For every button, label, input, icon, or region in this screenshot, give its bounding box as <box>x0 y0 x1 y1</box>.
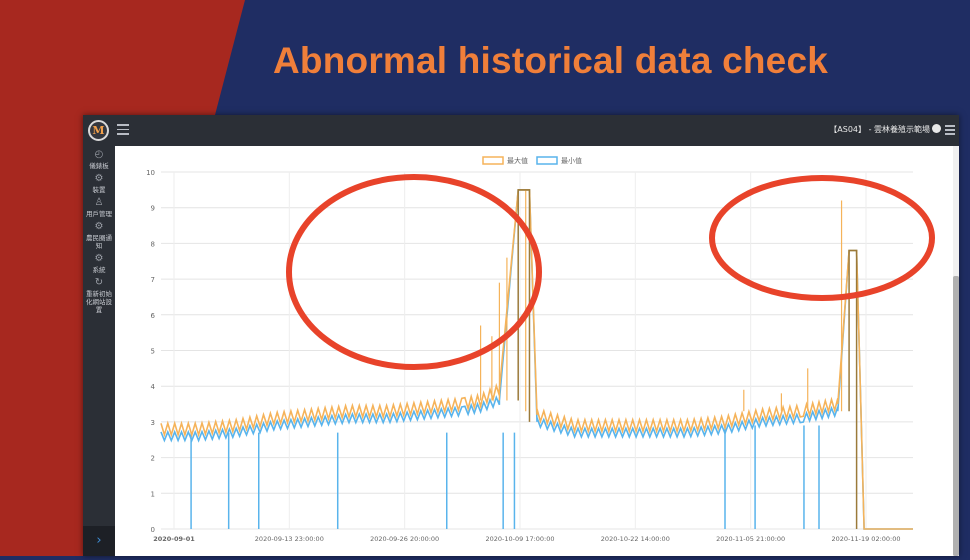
sidebar: ◴ 儀錶板 ⚙ 裝置 ♙ 用戶管理 ⚙ 農民圈通知 ⚙ 系統 ↻ 重新初始化網站設置 › <box>83 146 115 556</box>
refresh-icon: ↻ <box>94 277 104 288</box>
sidebar-item-0[interactable]: ◴ 儀錶板 <box>83 149 115 170</box>
sidebar-item-label: 儀錶板 <box>89 162 109 170</box>
x-tick-label: 2020-10-09 17:00:00 <box>485 535 554 543</box>
user-icon[interactable] <box>932 124 941 133</box>
y-tick-label: 2 <box>151 455 155 463</box>
sidebar-item-2[interactable]: ♙ 用戶管理 <box>83 197 115 218</box>
sidebar-item-1[interactable]: ⚙ 裝置 <box>83 173 115 194</box>
x-tick-label: 2020-09-01 <box>153 535 195 543</box>
menu-icon[interactable] <box>945 125 955 135</box>
sidebar-item-label: 裝置 <box>92 186 106 194</box>
gear-icon: ⚙ <box>94 221 104 232</box>
gear-icon: ⚙ <box>94 253 104 264</box>
y-tick-label: 10 <box>146 169 155 177</box>
sidebar-item-label: 農民圈通知 <box>86 234 112 250</box>
sidebar-item-3[interactable]: ⚙ 農民圈通知 <box>83 221 115 250</box>
legend-swatch <box>536 156 558 165</box>
legend-swatch <box>482 156 504 165</box>
x-tick-label: 2020-10-22 14:00:00 <box>601 535 670 543</box>
sidebar-item-label: 重新初始化網站設置 <box>86 290 112 314</box>
y-tick-label: 8 <box>151 240 155 248</box>
sidebar-nav: ◴ 儀錶板 ⚙ 裝置 ♙ 用戶管理 ⚙ 農民圈通知 ⚙ 系統 ↻ 重新初始化網站設置 <box>83 149 115 314</box>
line-chart: 0 1 2 3 4 5 6 7 8 9 10 2020-09-01 2020-09-13 23:00:0… <box>146 156 913 543</box>
y-tick-label: 5 <box>151 348 155 356</box>
app-window: M 【AS04】 - 雲林養殖示範場 ◴ 儀錶板 ⚙ 裝置 ♙ 用戶管理 ⚙ 農民圈通知 ⚙ 系統… <box>83 115 959 556</box>
slide-title: Abnormal historical data check <box>273 40 829 81</box>
sidebar-item-4[interactable]: ⚙ 系統 <box>83 253 115 274</box>
y-tick-label: 3 <box>151 419 155 427</box>
scrollbar-thumb[interactable] <box>953 276 959 556</box>
x-tick-label: 2020-09-13 23:00:00 <box>255 535 324 543</box>
sidebar-toggle-button[interactable]: › <box>83 526 115 556</box>
scrollbar[interactable] <box>953 146 959 556</box>
sidebar-item-label: 系統 <box>92 266 106 274</box>
x-tick-label: 2020-11-19 02:00:00 <box>831 535 900 543</box>
y-tick-label: 0 <box>151 526 155 534</box>
sidebar-item-5[interactable]: ↻ 重新初始化網站設置 <box>83 277 115 314</box>
app-logo[interactable]: M <box>88 120 109 141</box>
x-tick-label: 2020-11-05 21:00:00 <box>716 535 785 543</box>
series-max-line <box>160 189 913 530</box>
y-tick-label: 4 <box>151 383 156 391</box>
y-tick-label: 1 <box>151 490 155 498</box>
x-tick-label: 2020-09-26 20:00:00 <box>370 535 439 543</box>
users-icon: ♙ <box>94 197 104 208</box>
y-tick-label: 6 <box>151 312 156 320</box>
sidebar-item-label: 用戶管理 <box>86 210 112 218</box>
legend-label: 最小值 <box>561 156 582 165</box>
y-tick-label: 9 <box>151 205 155 213</box>
chart-area: 0 1 2 3 4 5 6 7 8 9 10 2020-09-01 2020-09-13 23:00:0… <box>115 146 959 556</box>
gear-icon: ⚙ <box>94 173 104 184</box>
series-min-line <box>160 189 913 530</box>
red-panel <box>0 0 245 556</box>
site-label[interactable]: 【AS04】 - 雲林養殖示範場 <box>829 125 930 134</box>
dashboard-icon: ◴ <box>94 149 104 160</box>
legend-label: 最大值 <box>507 156 528 165</box>
top-bar: M 【AS04】 - 雲林養殖示範場 <box>83 115 959 146</box>
y-tick-label: 7 <box>151 276 155 284</box>
hamburger-menu-icon[interactable] <box>117 124 129 135</box>
plateau-outline <box>848 249 858 529</box>
